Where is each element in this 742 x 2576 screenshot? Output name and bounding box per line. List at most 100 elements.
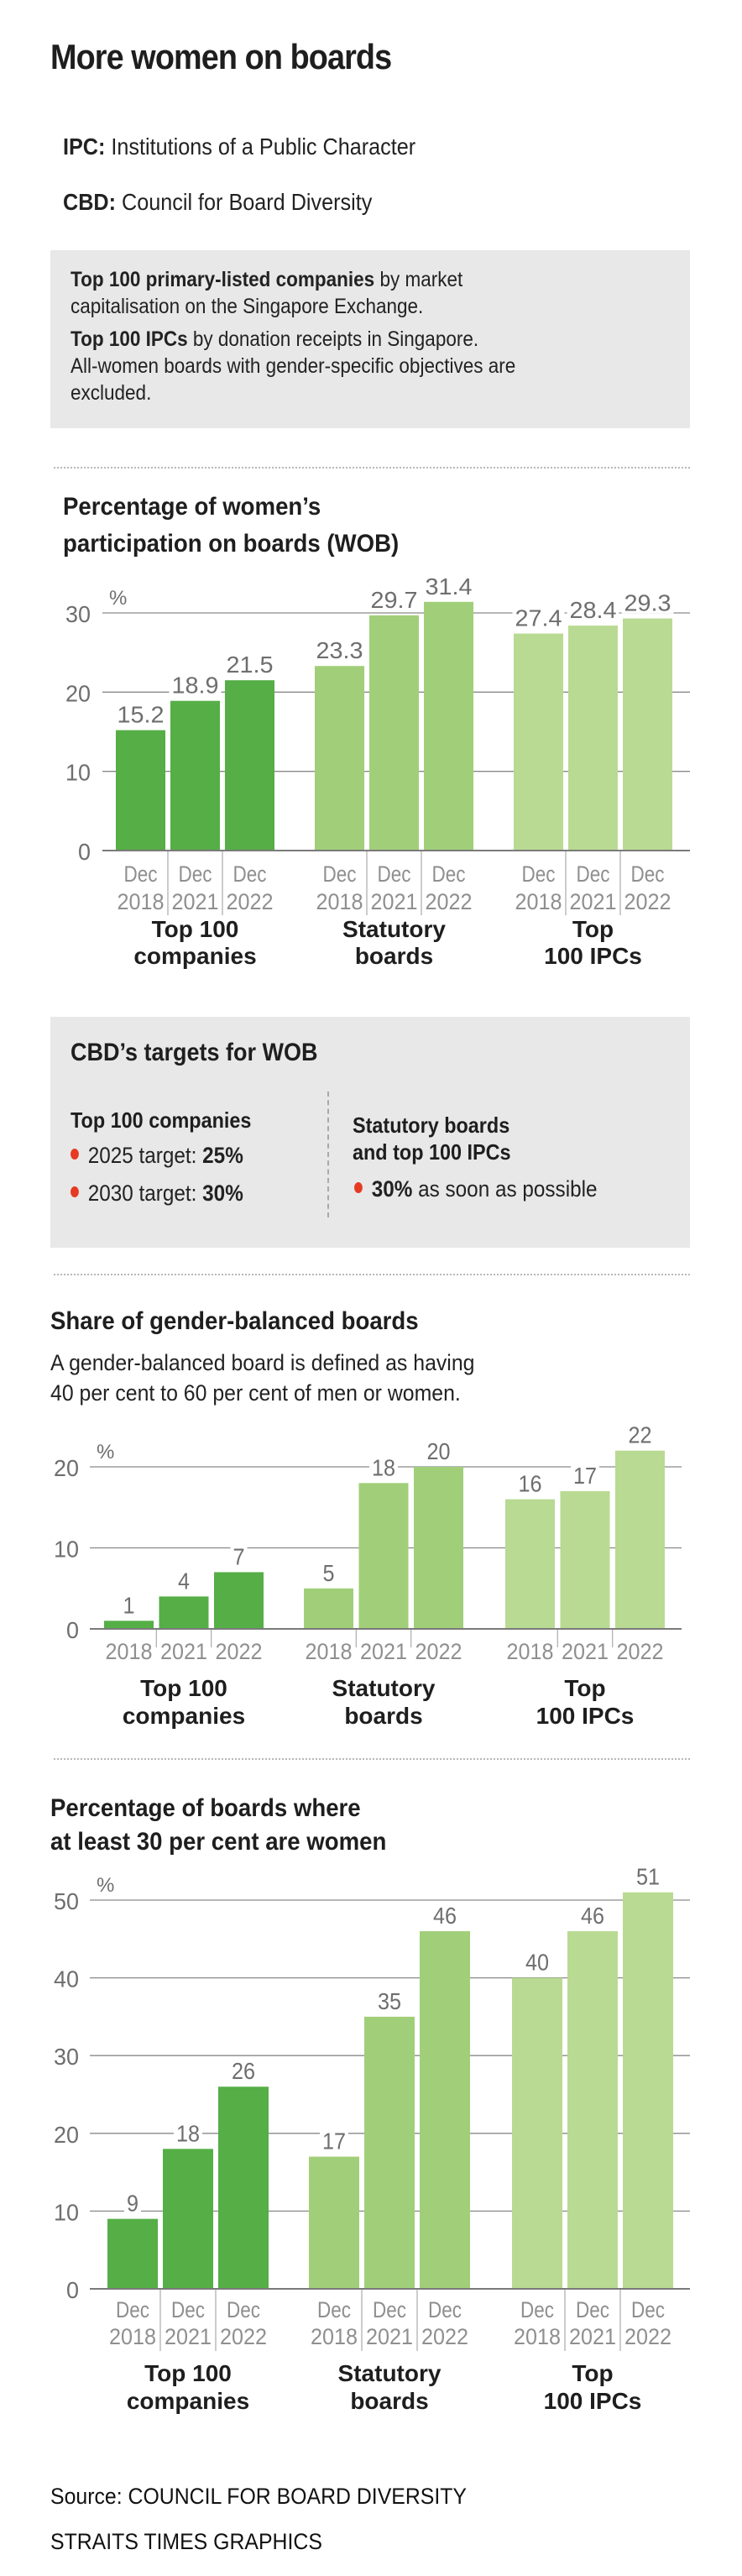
data-label: 23.3 <box>316 637 363 663</box>
bar <box>512 1977 562 2289</box>
group-label-line1: Statutory <box>332 1675 436 1701</box>
target-value: 25% <box>202 1143 243 1168</box>
group-label-line1: Statutory <box>342 916 446 942</box>
x-tick-prefix: Dec <box>317 2297 351 2322</box>
chart2-title: Share of gender-balanced boards <box>50 1307 419 1335</box>
bar <box>567 1931 618 2289</box>
definition-ipc: IPC: Institutions of a Public Character <box>63 134 415 160</box>
data-label-bg <box>523 1947 551 1973</box>
group-label-line2: 100 IPCs <box>544 943 642 969</box>
info-line: Top 100 primary-listed companies by mark… <box>71 267 462 293</box>
bar <box>315 666 364 851</box>
x-tick-prefix: Dec <box>577 861 610 887</box>
x-tick-prefix: Dec <box>179 861 212 887</box>
x-tick-label: 2018 <box>316 889 363 914</box>
group-label-line1: Top <box>564 1675 605 1701</box>
y-tick-label: 10 <box>54 2199 79 2225</box>
x-tick-label: 2018 <box>514 2324 561 2349</box>
chart1-title-line1: Percentage of women’s <box>63 493 321 521</box>
x-tick-prefix: Dec <box>378 861 411 887</box>
data-label-bg <box>120 1590 138 1616</box>
x-tick-label: 2021 <box>569 2324 616 2349</box>
bar <box>116 730 165 851</box>
data-label: 21.5 <box>227 652 274 678</box>
data-label: 46 <box>581 1903 604 1929</box>
x-tick-label: 2021 <box>160 1639 207 1664</box>
targets-title: CBD’s targets for WOB <box>71 1039 318 1066</box>
data-label: 18 <box>372 1454 395 1480</box>
bar <box>369 615 419 851</box>
bar <box>364 2016 415 2289</box>
target-value: 30% <box>371 1176 413 1202</box>
x-tick-prefix: Dec <box>233 861 267 887</box>
data-label: 26 <box>232 2058 255 2084</box>
x-tick-label: 2021 <box>371 889 418 914</box>
bar <box>514 633 563 851</box>
data-label-bg <box>571 1460 599 1486</box>
info-text: by market <box>374 268 463 291</box>
data-label: 7 <box>233 1543 245 1569</box>
bar <box>505 1499 555 1629</box>
x-tick-label: 2021 <box>570 889 617 914</box>
data-label-bg <box>578 1901 607 1927</box>
bar <box>170 700 220 851</box>
bar <box>568 626 618 851</box>
data-label-bg <box>313 636 366 662</box>
group-label-line1: Top <box>572 916 614 942</box>
y-tick-label: 0 <box>66 2277 79 2303</box>
info-bold: Top 100 IPCs <box>71 327 188 351</box>
data-label: 28.4 <box>570 597 617 623</box>
x-tick-label: 2022 <box>216 1639 263 1664</box>
data-label-bg <box>230 1542 248 1568</box>
x-tick-label: 2022 <box>426 889 473 914</box>
x-tick-prefix: Dec <box>432 861 466 887</box>
data-label-bg <box>369 1453 398 1479</box>
target-label: 2025 target: <box>87 1143 203 1168</box>
definition-term: IPC: <box>63 134 106 160</box>
x-tick-prefix: Dec <box>171 2297 205 2322</box>
group-label-line1: Top 100 <box>144 2360 232 2386</box>
bar <box>214 1572 264 1629</box>
data-label: 29.3 <box>624 590 671 616</box>
targets-left-heading: Top 100 companies <box>71 1107 252 1133</box>
target-label: as soon as possible <box>412 1176 598 1202</box>
info-line: excluded. <box>71 381 152 405</box>
group-label-line2: 100 IPCs <box>544 2388 642 2414</box>
bar <box>225 680 274 851</box>
page-title: More women on boards <box>50 37 392 76</box>
group-label-line2: boards <box>355 943 433 969</box>
data-label: 18.9 <box>172 673 219 699</box>
x-tick-label: 2022 <box>421 2324 468 2349</box>
data-label: 1 <box>123 1592 135 1618</box>
y-tick-label: 0 <box>66 1617 79 1643</box>
data-label: 31.4 <box>426 573 473 599</box>
y-axis-unit: % <box>97 1874 114 1897</box>
y-axis-unit: % <box>97 1441 114 1463</box>
bar <box>414 1467 463 1629</box>
definition-text: Council for Board Diversity <box>116 189 373 215</box>
bar <box>218 2086 269 2289</box>
data-label-bg <box>124 2188 141 2214</box>
x-tick-label: 2018 <box>109 2324 156 2349</box>
x-tick-label: 2021 <box>562 1639 609 1664</box>
y-axis-unit: % <box>109 587 127 610</box>
x-tick-label: 2021 <box>172 889 219 914</box>
y-tick-label: 50 <box>54 1888 79 1914</box>
data-label-bg <box>175 1566 192 1592</box>
group-label-line2: companies <box>127 2388 249 2414</box>
x-tick-label: 2021 <box>360 1639 407 1664</box>
data-label-bg <box>320 1558 337 1584</box>
x-tick-label: 2022 <box>624 889 671 914</box>
data-label-bg <box>114 699 167 725</box>
group-label-line2: boards <box>344 1703 422 1729</box>
targets-right-heading-line2: and top 100 IPCs <box>353 1139 511 1165</box>
x-tick-prefix: Dec <box>522 861 556 887</box>
bar <box>424 601 473 851</box>
chart3-title-line2: at least 30 per cent are women <box>50 1828 387 1856</box>
y-tick-label: 40 <box>54 1966 79 1992</box>
data-label-bg <box>368 584 421 610</box>
x-tick-label: 2018 <box>515 889 562 914</box>
bar <box>420 1931 470 2289</box>
group-label-line2: boards <box>350 2388 428 2414</box>
